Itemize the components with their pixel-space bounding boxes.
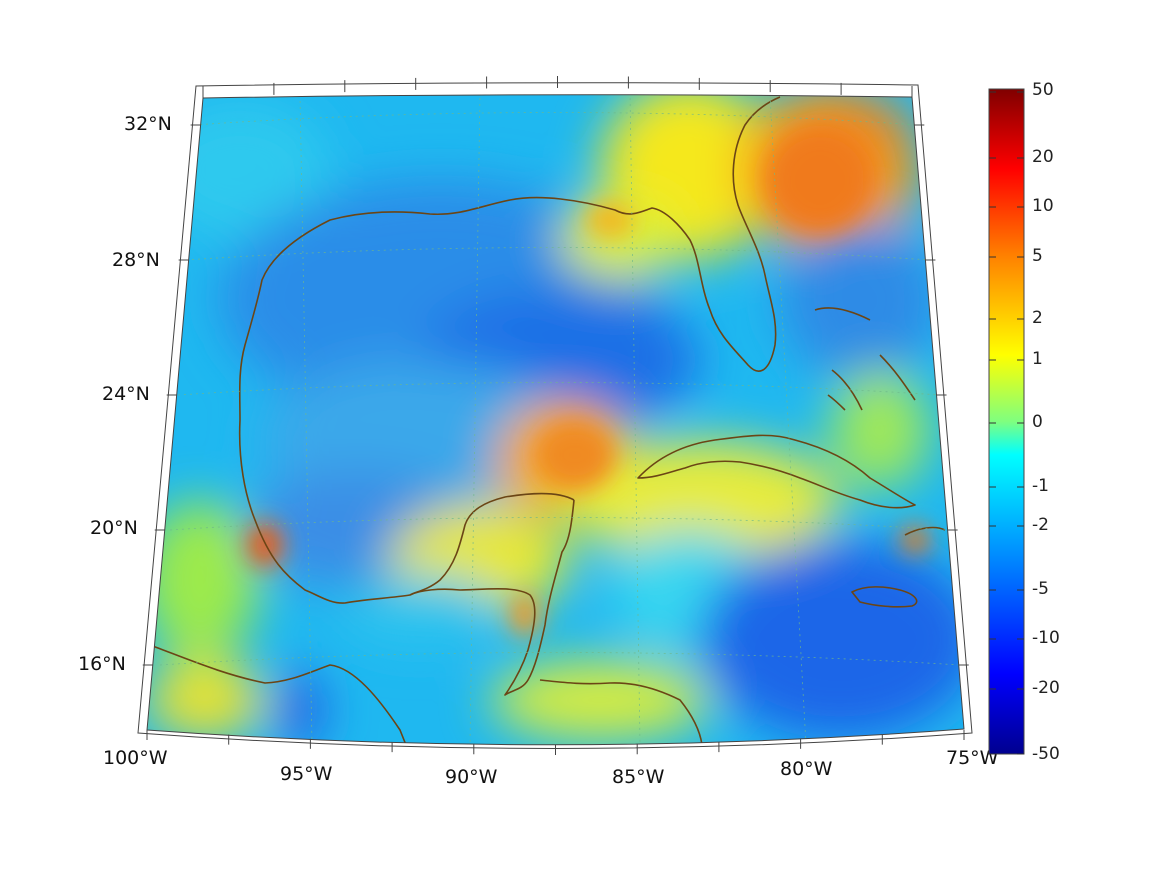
colorbar-label-2: 2	[1032, 308, 1043, 328]
map-frame	[137, 76, 973, 755]
hispaniola-coast	[904, 526, 946, 536]
colorbar-label-10: 10	[1032, 196, 1054, 216]
colorbar-label-0: 0	[1032, 412, 1043, 432]
gulf-coast-outline	[238, 96, 781, 696]
frame-inner	[146, 94, 965, 746]
graticule	[159, 94, 961, 745]
lat-label-20n: 20°N	[90, 517, 138, 539]
colorbar-label-1: 1	[1032, 349, 1043, 369]
colorbar-label-20: 20	[1032, 147, 1054, 167]
lon-label-90w: 90°W	[445, 766, 498, 788]
data-field	[147, 94, 964, 745]
lat-label-16n: 16°N	[78, 653, 126, 675]
longitude-labels: 100°W 95°W 90°W 85°W 80°W 75°W	[103, 747, 999, 788]
yucatan-coast	[409, 492, 575, 596]
colorbar: 50 20 10 5 2 1 0 -1 -2 -5 -10 -20 -50	[988, 80, 1060, 764]
colorbar-ramp	[988, 88, 1025, 755]
colorbar-label-neg2: -2	[1032, 515, 1049, 535]
latitude-labels: 32°N 28°N 24°N 20°N 16°N	[78, 113, 172, 675]
bahamas-outline	[814, 307, 916, 411]
central-america-coast	[149, 644, 413, 745]
lon-label-85w: 85°W	[612, 766, 665, 788]
colorbar-label-50: 50	[1032, 80, 1054, 100]
colorbar-label-neg5: -5	[1032, 579, 1049, 599]
colorbar-ticks	[989, 91, 1024, 755]
colorbar-label-5: 5	[1032, 246, 1043, 266]
cuba-outline	[637, 434, 916, 509]
coastlines	[149, 96, 946, 745]
lat-label-28n: 28°N	[112, 249, 160, 271]
colorbar-label-neg10: -10	[1032, 628, 1060, 648]
tick-marks	[142, 76, 969, 755]
lon-label-95w: 95°W	[280, 763, 333, 785]
colorbar-label-neg50: -50	[1032, 744, 1060, 764]
colorbar-label-neg20: -20	[1032, 678, 1060, 698]
colorbar-label-neg1: -1	[1032, 476, 1049, 496]
honduras-coast	[539, 679, 703, 745]
lat-label-32n: 32°N	[124, 113, 172, 135]
jamaica-outline	[851, 586, 918, 608]
lat-label-24n: 24°N	[102, 383, 150, 405]
lon-label-80w: 80°W	[780, 758, 833, 780]
lon-label-100w: 100°W	[103, 747, 168, 769]
lon-label-75w: 75°W	[946, 747, 999, 769]
frame-outer	[137, 82, 973, 749]
